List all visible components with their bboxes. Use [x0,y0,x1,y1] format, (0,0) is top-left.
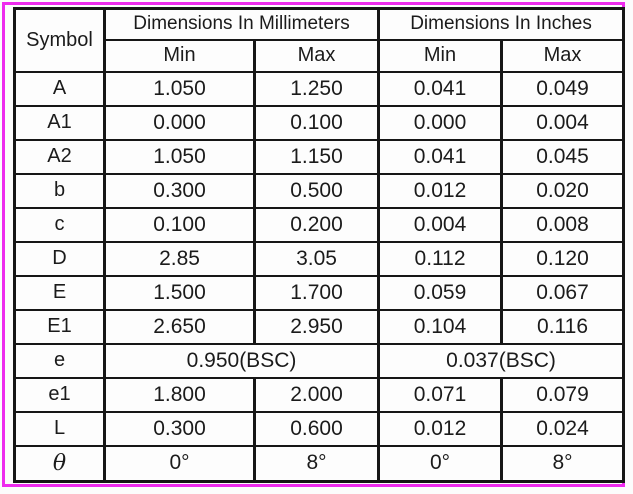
mm-min-cell: 1.500 [103,274,256,311]
header-mm-max: Max [252,38,381,73]
symbol-cell: b [13,172,106,209]
in-max-cell: 0.024 [500,410,626,447]
table-row: b 0.300 0.500 0.012 0.020 [13,172,626,209]
symbol-cell: E1 [13,308,106,345]
in-max-cell: 0.116 [500,308,626,345]
in-max-cell: 0.008 [500,206,626,243]
mm-max-cell: 1.250 [252,70,381,107]
in-min-cell: 0.104 [377,308,504,345]
mm-min-cell: 1.800 [103,376,256,413]
table-row: e1 1.800 2.000 0.071 0.079 [13,376,626,413]
in-min-cell: 0° [377,444,504,483]
symbol-cell: D [13,240,106,277]
in-max-cell: 0.004 [500,104,626,141]
mm-min-cell: 1.050 [103,138,256,175]
symbol-cell: e [13,342,106,379]
mm-max-cell: 0.100 [252,104,381,141]
table-row: A1 0.000 0.100 0.000 0.004 [13,104,626,141]
mm-span-cell: 0.950(BSC) [102,342,381,379]
header-in-max: Max [500,38,626,73]
in-max-cell: 0.045 [500,138,626,175]
mm-min-cell: 0.000 [103,104,256,141]
in-max-cell: 0.020 [500,172,626,209]
table-row: A 1.050 1.250 0.041 0.049 [13,70,626,107]
header-minmax-row: Min Max Min Max [15,38,626,73]
in-span-cell: 0.037(BSC) [377,342,626,379]
in-min-cell: 0.059 [377,274,504,311]
symbol-cell: A1 [13,104,106,141]
in-min-cell: 0.012 [377,172,504,209]
mm-min-cell: 0.300 [103,172,256,209]
mm-max-cell: 0.600 [252,410,381,447]
mm-min-cell: 0° [103,444,256,483]
in-min-cell: 0.012 [377,410,504,447]
in-min-cell: 0.000 [377,104,504,141]
in-min-cell: 0.041 [377,70,504,107]
table-row: E1 2.650 2.950 0.104 0.116 [13,308,626,345]
table-row: E 1.500 1.700 0.059 0.067 [13,274,626,311]
mm-max-cell: 2.000 [252,376,381,413]
mm-max-cell: 3.05 [252,240,381,277]
symbol-cell: E [13,274,106,311]
symbol-cell: c [13,206,106,243]
mm-max-cell: 1.700 [252,274,381,311]
header-group-row: Symbol Dimensions In Millimeters Dimensi… [13,7,626,73]
in-min-cell: 0.004 [377,206,504,243]
mm-min-cell: 0.300 [103,410,256,447]
symbol-cell: A [13,70,106,107]
mm-max-cell: 2.950 [252,308,381,345]
header-symbol: Symbol [13,7,106,73]
table-row: A2 1.050 1.150 0.041 0.045 [13,138,626,175]
in-min-cell: 0.041 [377,138,504,175]
symbol-theta-cell: θ [13,444,106,483]
mm-min-cell: 1.050 [103,70,256,107]
in-max-cell: 0.079 [500,376,626,413]
mm-max-cell: 0.500 [252,172,381,209]
table-row: L 0.300 0.600 0.012 0.024 [13,410,626,447]
mm-min-cell: 2.650 [103,308,256,345]
symbol-cell: e1 [13,376,106,413]
in-max-cell: 0.120 [500,240,626,277]
in-min-cell: 0.112 [377,240,504,277]
header-in-group: Dimensions In Inches [377,7,626,41]
table-row-theta: θ 0° 8° 0° 8° [13,444,626,483]
dimensions-table: Symbol Dimensions In Millimeters Dimensi… [13,7,626,483]
in-max-cell: 0.067 [500,274,626,311]
table-row-bsc: e 0.950(BSC) 0.037(BSC) [13,342,626,379]
table-row: c 0.100 0.200 0.004 0.008 [13,206,626,243]
table-row: D 2.85 3.05 0.112 0.120 [13,240,626,277]
mm-min-cell: 2.85 [103,240,256,277]
header-mm-group: Dimensions In Millimeters [102,7,381,41]
mm-max-cell: 0.200 [252,206,381,243]
header-in-min: Min [377,38,504,73]
mm-min-cell: 0.100 [103,206,256,243]
symbol-cell: L [13,410,106,447]
mm-max-cell: 8° [252,444,381,483]
in-max-cell: 8° [500,444,626,483]
symbol-cell: A2 [13,138,106,175]
header-mm-min: Min [103,38,256,73]
in-max-cell: 0.049 [500,70,626,107]
in-min-cell: 0.071 [377,376,504,413]
mm-max-cell: 1.150 [252,138,381,175]
